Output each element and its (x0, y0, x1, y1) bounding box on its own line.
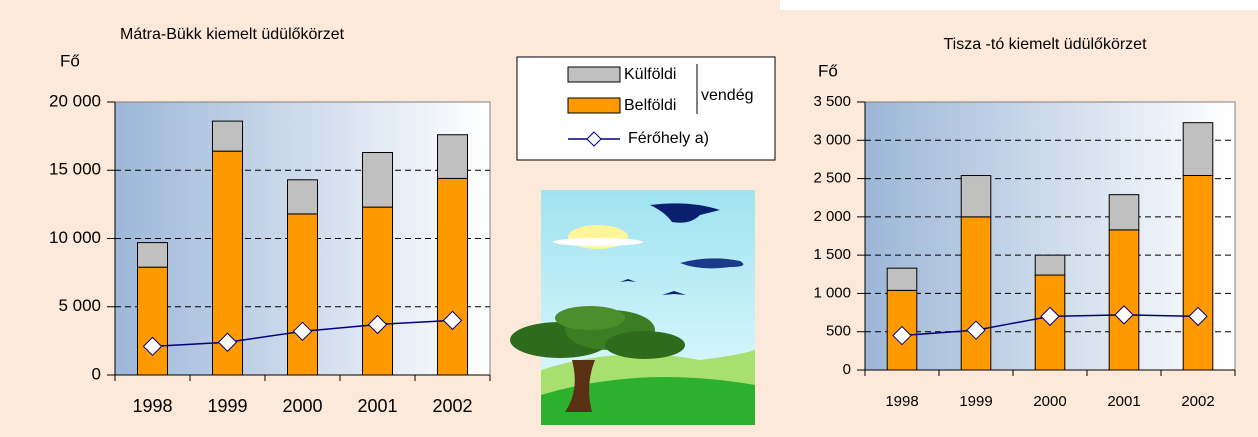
x-tick-label: 2001 (357, 396, 397, 416)
y-axis-label: Fő (60, 51, 80, 70)
bar-segment (288, 214, 318, 375)
bar-segment (1035, 255, 1065, 275)
y-tick-label: 1 500 (813, 246, 851, 263)
x-tick-label: 1999 (959, 393, 992, 410)
legend-group-label: vendég (701, 87, 754, 104)
legend-swatch (568, 98, 620, 113)
bar-segment (1109, 230, 1139, 370)
y-tick-label: 2 000 (813, 208, 851, 225)
y-tick-label: 0 (843, 361, 851, 378)
legend-label: Belföldi (624, 97, 676, 114)
bar-segment (1109, 195, 1139, 230)
y-tick-label: 10 000 (49, 228, 101, 247)
legend-label: Férőhely a) (628, 130, 709, 147)
legend-label: Külföldi (624, 66, 676, 83)
x-tick-label: 2002 (1181, 393, 1214, 410)
x-tick-label: 2001 (1107, 393, 1140, 410)
y-tick-label: 3 000 (813, 131, 851, 148)
bar-segment (887, 268, 917, 290)
page: Külföldi Belföldi vendég Férőhely a) Mát… (0, 0, 1258, 437)
bar-segment (138, 267, 168, 375)
panel-gap (780, 0, 1258, 10)
bar-segment (363, 207, 393, 375)
x-tick-label: 1999 (207, 396, 247, 416)
bar-segment (1183, 123, 1213, 176)
chart-title: Tisza -tó kiemelt üdülőkörzet (943, 36, 1147, 53)
figure: Külföldi Belföldi vendég Férőhely a) Mát… (0, 0, 1258, 437)
bar-segment (213, 121, 243, 151)
bar-segment (363, 153, 393, 208)
x-tick-label: 2000 (282, 396, 322, 416)
y-tick-label: 500 (826, 323, 851, 340)
illustration (510, 190, 755, 425)
y-axis-label: Fő (818, 61, 838, 80)
x-tick-label: 1998 (885, 393, 918, 410)
y-tick-label: 0 (92, 364, 101, 383)
bar-segment (961, 176, 991, 217)
x-tick-label: 2000 (1033, 393, 1066, 410)
y-tick-label: 2 500 (813, 170, 851, 187)
legend: Külföldi Belföldi vendég Férőhely a) (517, 57, 775, 160)
x-tick-label: 2002 (432, 396, 472, 416)
y-tick-label: 1 000 (813, 284, 851, 301)
bar-segment (961, 217, 991, 370)
bar-segment (438, 178, 468, 375)
y-tick-label: 15 000 (49, 160, 101, 179)
y-tick-label: 20 000 (49, 91, 101, 110)
y-tick-label: 3 500 (813, 93, 851, 110)
bar-segment (288, 180, 318, 214)
chart-title: Mátra-Bükk kiemelt üdülőkörzet (120, 26, 345, 43)
x-tick-label: 1998 (132, 396, 172, 416)
y-tick-label: 5 000 (58, 296, 101, 315)
bar-segment (138, 243, 168, 268)
bar-segment (1183, 176, 1213, 370)
legend-swatch (568, 67, 620, 82)
bar-segment (438, 135, 468, 179)
